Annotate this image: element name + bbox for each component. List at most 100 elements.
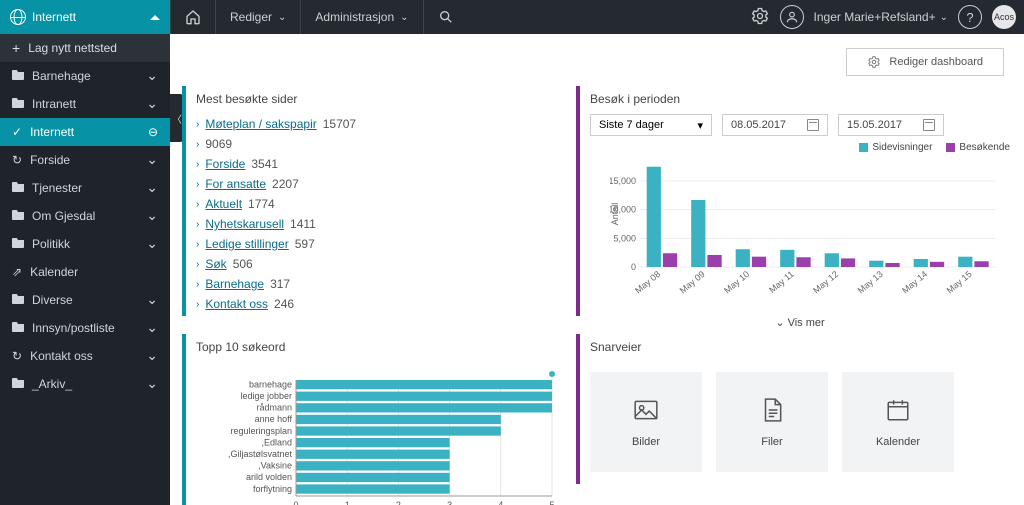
chevron-down-icon: [146, 377, 158, 391]
row-count: 597: [295, 237, 315, 251]
check-icon: ✓: [12, 125, 22, 139]
svg-text:May 14: May 14: [900, 269, 929, 296]
sidebar-item-kalender[interactable]: ⇗ Kalender: [0, 258, 170, 286]
minus-circle-icon: ⊖: [148, 125, 158, 139]
sidebar-item-internett[interactable]: ✓Internett⊖: [0, 118, 170, 146]
date-from-input[interactable]: 08.05.2017: [722, 114, 828, 136]
svg-text:5,000: 5,000: [613, 233, 636, 243]
new-site-button[interactable]: +Lag nytt nettsted: [0, 34, 170, 62]
chevron-down-icon: [146, 153, 158, 167]
sidebar-item-tjenester[interactable]: Tjenester: [0, 174, 170, 202]
refresh-icon: ↻: [12, 153, 22, 167]
svg-text:15,000: 15,000: [610, 176, 636, 186]
caret-icon: ›: [196, 139, 199, 150]
page-link[interactable]: Søk: [205, 257, 226, 271]
row-count: 317: [270, 277, 290, 291]
calendar-icon: [807, 119, 819, 131]
svg-text:2: 2: [396, 500, 401, 505]
sidebar-item-forside[interactable]: ↻Forside: [0, 146, 170, 174]
row-count: 1411: [290, 217, 316, 231]
site-title: Internett: [32, 10, 76, 24]
sidebar-item-label: Politikk: [32, 237, 70, 251]
panel-title: Mest besøkte sider: [196, 86, 566, 114]
svg-text:,Giljastølsvatnet: ,Giljastølsvatnet: [228, 449, 293, 459]
folder-icon: [12, 377, 24, 391]
sidebar-item-barnehage[interactable]: Barnehage: [0, 62, 170, 90]
globe-icon: [10, 9, 26, 25]
page-link[interactable]: Møteplan / sakspapir: [205, 117, 316, 131]
period-select[interactable]: Siste 7 dager▾: [590, 114, 712, 136]
sidebar-item-innsyn-postliste[interactable]: Innsyn/postliste: [0, 314, 170, 342]
svg-text:reguleringsplan: reguleringsplan: [230, 426, 292, 436]
row-count: 506: [233, 257, 253, 271]
page-link[interactable]: Aktuelt: [205, 197, 242, 211]
top10-panel: Topp 10 søkeord 012345barnehageledige jo…: [196, 334, 566, 505]
chevron-down-icon: [146, 349, 158, 363]
page-link[interactable]: Forside: [205, 157, 245, 171]
show-more-button[interactable]: ⌄ Vis mer: [590, 312, 1010, 333]
chevron-down-icon: [146, 181, 158, 195]
svg-text:3: 3: [447, 500, 452, 505]
help-button[interactable]: ?: [958, 5, 982, 29]
shortcut-kalender[interactable]: Kalender: [842, 372, 954, 472]
page-link[interactable]: Kontakt oss: [205, 297, 268, 311]
caret-icon: ›: [196, 239, 199, 250]
svg-text:5: 5: [549, 500, 554, 505]
svg-text:arild volden: arild volden: [246, 472, 292, 482]
svg-text:0: 0: [631, 262, 636, 272]
sidebar-item-label: Innsyn/postliste: [32, 321, 115, 335]
sidebar-item-kontakt-oss[interactable]: ↻Kontakt oss: [0, 342, 170, 370]
user-menu[interactable]: Inger Marie+Refsland+⌄: [814, 10, 948, 24]
most-visited-row: › Kontakt oss 246: [196, 294, 566, 314]
svg-text:May 15: May 15: [945, 269, 974, 296]
admin-menu[interactable]: Administrasjon⌄: [301, 0, 422, 34]
chevron-down-icon: [146, 97, 158, 111]
sidebar-item-label: Tjenester: [32, 181, 82, 195]
sidebar-item-label: Kontakt oss: [30, 349, 93, 363]
chevron-down-icon: [146, 293, 158, 307]
shortcut-label: Kalender: [876, 436, 920, 448]
most-visited-row: ›Barnehage 317: [196, 274, 566, 294]
file-icon: [757, 397, 787, 426]
link-icon: ⇗: [12, 265, 22, 279]
caret-icon: ›: [196, 299, 199, 310]
most-visited-row: ›Nyhetskarusell 1411: [196, 214, 566, 234]
folder-icon: [12, 181, 24, 195]
edit-menu[interactable]: Rediger⌄: [216, 0, 300, 34]
settings-button[interactable]: [750, 6, 770, 29]
sidebar-item-om-gjesdal[interactable]: Om Gjesdal: [0, 202, 170, 230]
shortcut-label: Filer: [761, 436, 782, 448]
home-button[interactable]: [171, 0, 215, 34]
shortcut-filer[interactable]: Filer: [716, 372, 828, 472]
sidebar-item-intranett[interactable]: Intranett: [0, 90, 170, 118]
sidebar-item-politikk[interactable]: Politikk: [0, 230, 170, 258]
folder-icon: [12, 209, 24, 223]
user-avatar-icon[interactable]: [780, 5, 804, 29]
most-visited-row: › Aktuelt 1774: [196, 194, 566, 214]
page-link[interactable]: For ansatte: [205, 177, 266, 191]
page-link[interactable]: Nyhetskarusell: [205, 217, 284, 231]
svg-text:May 10: May 10: [722, 269, 751, 296]
chevron-up-icon: [150, 15, 160, 20]
page-link[interactable]: Ledige stillinger: [205, 237, 288, 251]
search-button[interactable]: [424, 0, 468, 34]
shortcut-label: Bilder: [632, 436, 660, 448]
date-to-input[interactable]: 15.05.2017: [838, 114, 944, 136]
svg-text:May 13: May 13: [856, 269, 885, 296]
calendar-icon: [883, 397, 913, 426]
row-count: 1774: [248, 197, 275, 211]
page-link[interactable]: Barnehage: [205, 277, 264, 291]
chevron-down-icon: [146, 237, 158, 251]
top-nav: Rediger⌄ Administrasjon⌄: [170, 0, 468, 34]
shortcut-bilder[interactable]: Bilder: [590, 372, 702, 472]
sidebar-item-diverse[interactable]: Diverse: [0, 286, 170, 314]
row-count: 246: [274, 297, 294, 311]
sidebar-item--arkiv-[interactable]: _Arkiv_: [0, 370, 170, 398]
site-switcher[interactable]: Internett: [0, 0, 170, 34]
sidebar-item-label: Om Gjesdal: [32, 209, 95, 223]
caret-icon: ›: [196, 199, 199, 210]
shortcuts-panel: Snarveier BilderFilerKalender: [590, 334, 1010, 472]
edit-dashboard-button[interactable]: Rediger dashboard: [846, 48, 1004, 76]
calendar-icon: [923, 119, 935, 131]
sidebar-item-label: Kalender: [30, 265, 78, 279]
